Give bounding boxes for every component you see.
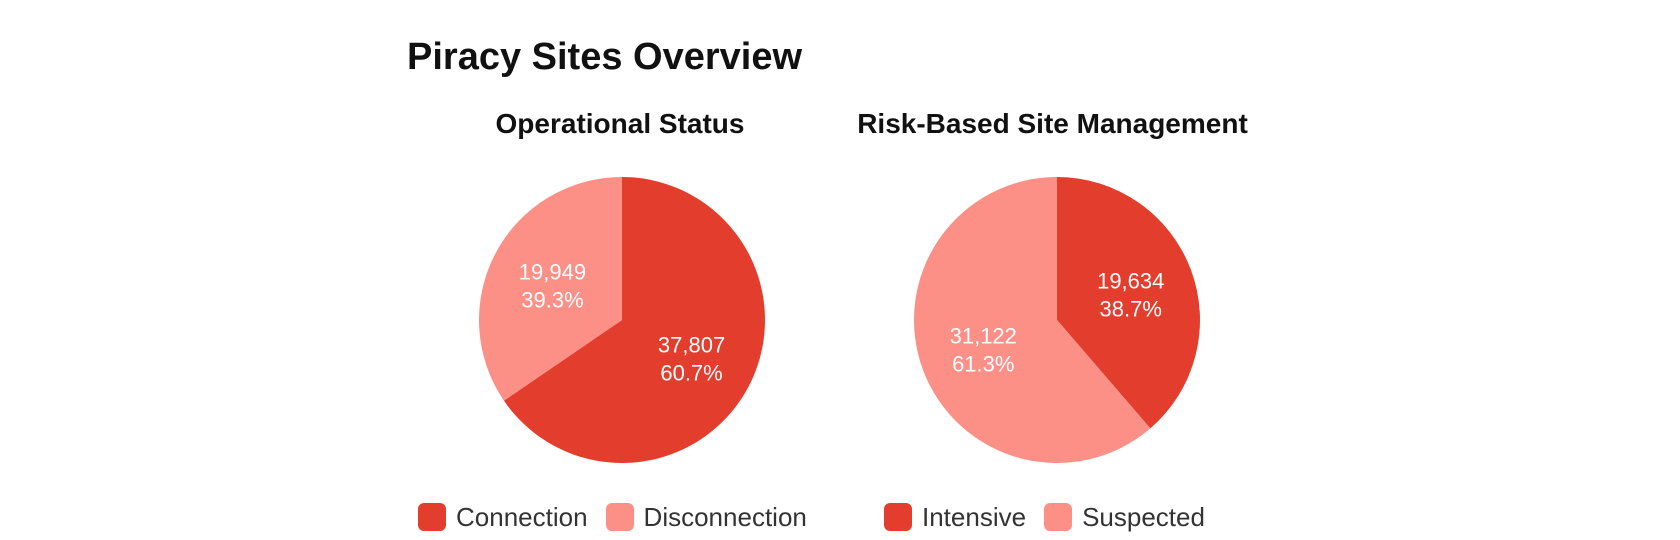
pie-slice-intensive[interactable]	[1057, 177, 1200, 429]
slice-value-label-intensive: 19,634	[1097, 269, 1164, 294]
legend-swatch-disconnection	[605, 503, 634, 531]
page-title: Piracy Sites Overview	[407, 36, 803, 78]
legend-label-disconnection: Disconnection	[643, 501, 807, 532]
legend-label-intensive: Intensive	[922, 501, 1027, 532]
chart-title-operational-status: Operational Status	[495, 108, 745, 139]
pie-slice-suspected[interactable]	[914, 177, 1151, 464]
legend-risk-based: Intensive Suspected	[884, 497, 1205, 537]
slice-percent-label-intensive: 38.7%	[1100, 297, 1162, 322]
slice-percent-label-suspected: 61.3%	[952, 351, 1014, 376]
legend-item-connection[interactable]: Connection	[418, 502, 588, 533]
slice-value-label-connection: 37,807	[658, 333, 725, 358]
legend-swatch-connection	[418, 503, 446, 531]
legend-operational-status: Connection Disconnection	[418, 497, 807, 537]
legend-label-suspected: Suspected	[1082, 501, 1205, 532]
legend-item-disconnection[interactable]: Disconnection	[605, 501, 807, 533]
legend-swatch-suspected	[1044, 503, 1073, 531]
legend-item-suspected[interactable]: Suspected	[1044, 502, 1205, 533]
slice-value-label-suspected: 31,122	[950, 323, 1017, 348]
risk-based-chart-header: Risk-Based Site Management	[825, 108, 1280, 140]
legend-swatch-intensive	[884, 503, 912, 531]
slice-value-label-disconnection: 19,949	[519, 259, 586, 284]
slice-percent-label-disconnection: 39.3%	[521, 287, 583, 312]
legend-item-intensive[interactable]: Intensive	[884, 502, 1026, 533]
legend-label-connection: Connection	[456, 501, 588, 532]
operational-status-chart-header: Operational Status	[455, 108, 785, 140]
slice-percent-label-connection: 60.7%	[660, 361, 722, 386]
chart-title-risk-based: Risk-Based Site Management	[857, 108, 1248, 139]
pie-slice-connection[interactable]	[503, 177, 765, 463]
pie-slice-disconnection[interactable]	[478, 177, 622, 401]
